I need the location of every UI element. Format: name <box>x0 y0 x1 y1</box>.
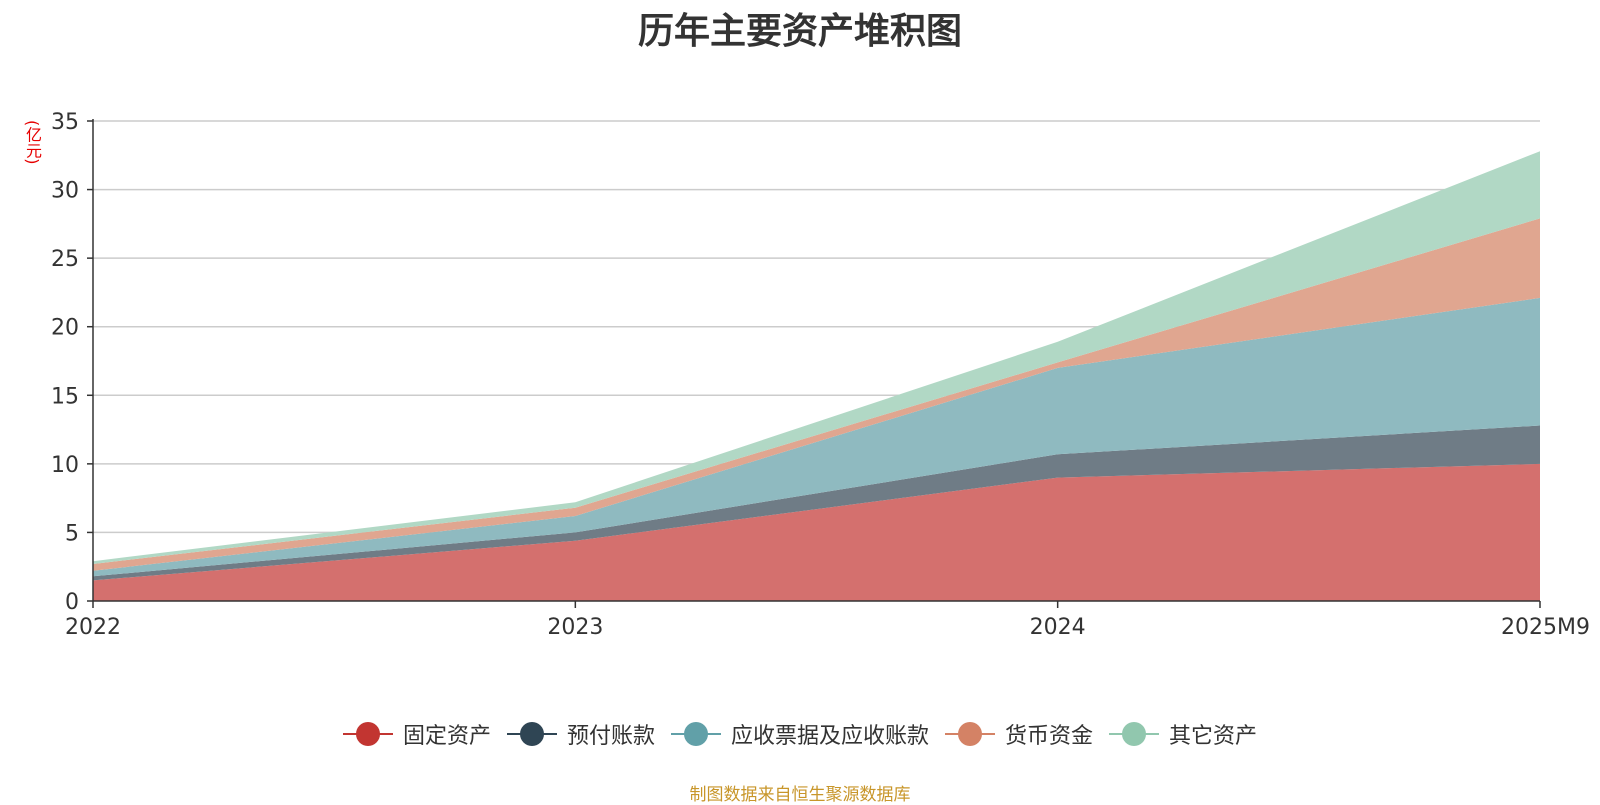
y-axis-unit-label: (亿元) <box>23 120 42 165</box>
legend-item-1[interactable]: 固定资产 <box>342 718 491 750</box>
chart-title: 历年主要资产堆积图 <box>637 11 962 52</box>
area-series-1[interactable] <box>93 463 1540 601</box>
axes: 0 5 10 15 20 25 30 35 2022 2023 2024 2025M9 <box>51 110 1590 640</box>
legend-marker-icon <box>1109 722 1160 746</box>
legend-label: 货币资金 <box>1005 724 1094 749</box>
x-tick-label-2024: 2024 <box>1030 615 1086 640</box>
legend-marker-icon <box>670 722 721 746</box>
legend-label: 固定资产 <box>402 724 491 749</box>
x-tick-label-2022: 2022 <box>65 615 121 640</box>
y-tick-label-30: 30 <box>51 179 79 204</box>
legend-marker-icon <box>506 722 557 746</box>
area-series-3[interactable] <box>93 297 1540 577</box>
y-tick-label-0: 0 <box>65 590 79 615</box>
legend-marker-icon <box>342 722 393 746</box>
legend-item-3[interactable]: 应收票据及应收账款 <box>670 718 929 750</box>
legend-label: 应收票据及应收账款 <box>730 724 929 749</box>
legend-item-2[interactable]: 预付账款 <box>506 718 655 750</box>
legend-label: 预付账款 <box>566 724 655 749</box>
y-tick-label-35: 35 <box>51 110 79 135</box>
legend-item-5[interactable]: 其它资产 <box>1109 718 1257 750</box>
area-series-2[interactable] <box>93 425 1540 581</box>
legend-label: 其它资产 <box>1169 724 1258 749</box>
y-tick-label-5: 5 <box>65 521 79 546</box>
legend-marker-icon <box>945 722 995 746</box>
legend-item-4[interactable]: 货币资金 <box>945 718 1093 750</box>
legend: 固定资产 预付账款 应收票据及应收账款 货币资金 其它资产 <box>0 718 1600 750</box>
source-note: 制图数据来自恒生聚源数据库 <box>689 785 911 805</box>
y-tick-label-25: 25 <box>51 247 79 272</box>
x-tick-label-2023: 2023 <box>547 615 603 640</box>
area-series <box>93 151 1540 601</box>
x-tick-label-2025M9: 2025M9 <box>1501 615 1590 640</box>
y-tick-label-10: 10 <box>51 453 79 478</box>
y-tick-label-15: 15 <box>51 384 79 409</box>
y-tick-label-20: 20 <box>51 316 79 341</box>
